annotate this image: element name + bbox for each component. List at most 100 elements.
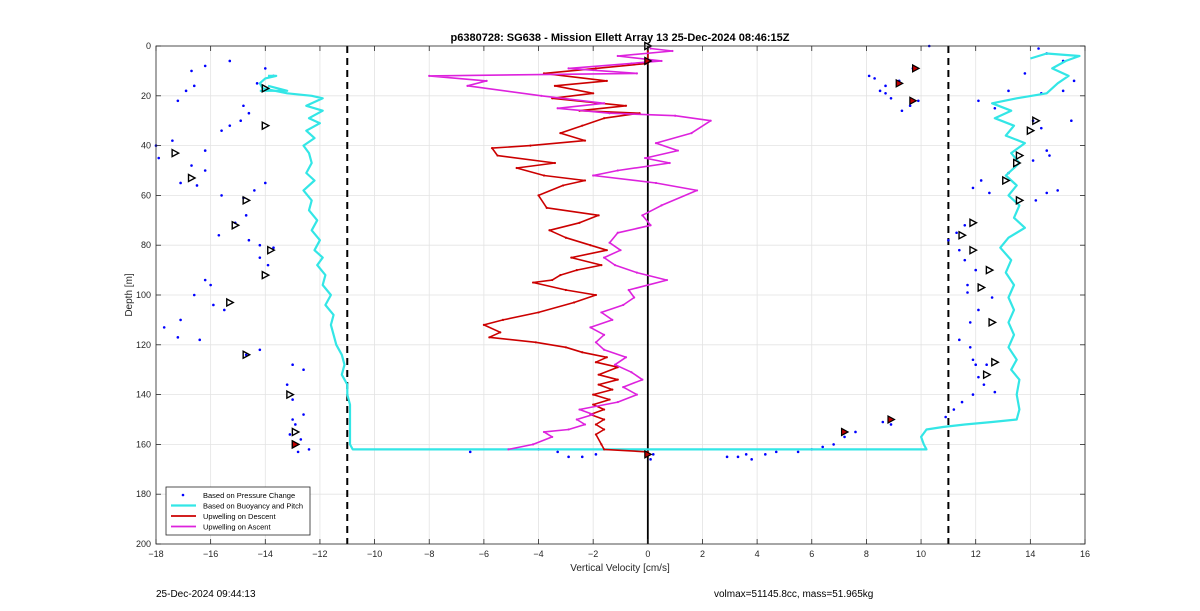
pressure-change-point [873,77,876,80]
x-tick-label: −12 [312,549,327,559]
upwelling-ascent-point [616,54,619,58]
pressure-change-point [307,448,311,451]
upwelling-ascent-point [630,62,633,65]
upwelling-descent-point [597,214,600,217]
dive-marker [242,195,252,206]
pressure-change-point [960,400,964,404]
dive-marker [261,270,271,280]
dive-marker [1032,116,1041,126]
upwelling-ascent-point [622,303,625,307]
upwelling-ascent-point [578,408,581,411]
upwelling-descent-point [553,84,557,87]
upwelling-descent-point [608,398,611,401]
upwelling-ascent-point [603,102,606,105]
y-tick-label: 200 [136,539,151,549]
upwelling-descent-point [594,361,598,364]
pressure-change-point [958,248,961,252]
pressure-change-point [971,358,975,362]
pressure-change-point [908,104,912,108]
y-tick-label: 60 [141,190,151,200]
upwelling-ascent-point [622,386,625,389]
pressure-change-point [993,106,997,110]
upwelling-ascent-point [674,114,677,117]
upwelling-descent-point [548,229,551,232]
legend-label: Based on Buoyancy and Pitch [203,502,303,511]
upwelling-ascent-point [556,107,559,110]
pressure-change-point [192,84,196,88]
pressure-change-point [266,263,270,267]
pressure-change-point [296,450,300,454]
dive-marker [291,427,301,437]
upwelling-ascent-point [635,271,638,274]
upwelling-ascent-point [603,256,606,259]
upwelling-descent-point [624,104,628,107]
pressure-change-point [228,124,232,127]
pressure-change-point [302,368,305,372]
pressure-change-point [974,268,978,272]
pressure-change-point [889,96,893,100]
upwelling-descent-point [559,132,562,135]
pressure-change-point [966,283,969,287]
upwelling-descent-point [575,269,578,272]
pressure-change-point [1045,191,1049,195]
pressure-change-point [963,258,967,262]
dive-marker [988,317,998,328]
upwelling-descent-point [603,428,606,431]
upwelling-ascent-point [485,79,488,82]
upwelling-descent-point [542,174,546,177]
pressure-change-point [198,338,202,342]
x-tick-label: 12 [971,549,981,559]
upwelling-descent-point [616,378,619,381]
dive-marker [1015,150,1025,161]
upwelling-ascent-point [654,181,658,185]
upwelling-ascent-point [613,264,617,267]
dive-marker [982,370,992,380]
climb-marker [909,96,918,106]
upwelling-descent-point [531,281,535,284]
pressure-change-point [176,336,180,339]
pressure-change-point [1039,126,1043,130]
dive-marker [226,297,235,308]
upwelling-ascent-point [633,296,636,299]
reference-lines [346,46,950,544]
pressure-change-point [1048,154,1051,157]
upwelling-descent-point [611,388,614,391]
pressure-change-point [971,186,975,190]
upwelling-ascent-point [594,341,598,344]
upwelling-ascent-point [531,443,535,446]
pressure-change-point [288,433,292,436]
x-tick-label: −14 [258,549,273,559]
upwelling-ascent-point [676,149,679,152]
pressure-change-point [952,408,956,411]
pressure-change-point [255,82,259,85]
upwelling-ascent-point [635,72,638,75]
pressure-change-point [955,231,958,235]
x-tick-label: −10 [367,549,382,559]
dive-marker [242,350,252,360]
upwelling-descent-point [572,301,576,304]
upwelling-descent-point [605,356,608,359]
pressure-change-point [750,458,753,461]
upwelling-descent-point [597,383,600,386]
climb-marker [291,439,301,449]
upwelling-ascent-point [608,241,611,244]
dive-marker [1015,195,1025,206]
pressure-change-point [239,119,243,122]
pressure-change-point [744,453,748,456]
upwelling-ascent-point [600,311,603,314]
dive-marker [187,173,197,183]
x-tick-label: 10 [916,549,926,559]
dive-marker [171,148,181,158]
dive-marker [286,389,295,400]
footer-stats: volmax=51145.8cc, mass=51.965kg [714,589,874,600]
pressure-change-point [220,129,223,132]
pressure-change-point [291,418,294,421]
y-tick-label: 180 [136,489,151,499]
upwelling-descent-point [564,288,567,292]
legend-swatch [181,493,185,497]
x-tick-label: 8 [864,549,869,559]
pressure-change-point [212,303,215,307]
x-tick-label: −4 [533,549,543,559]
pressure-change-point [971,393,975,396]
axis-ticks: −18 −16 −14 −12 −10 −8 −6 −4 −2 0 2 4 6 8 10 12 14 160204… [136,41,1090,559]
